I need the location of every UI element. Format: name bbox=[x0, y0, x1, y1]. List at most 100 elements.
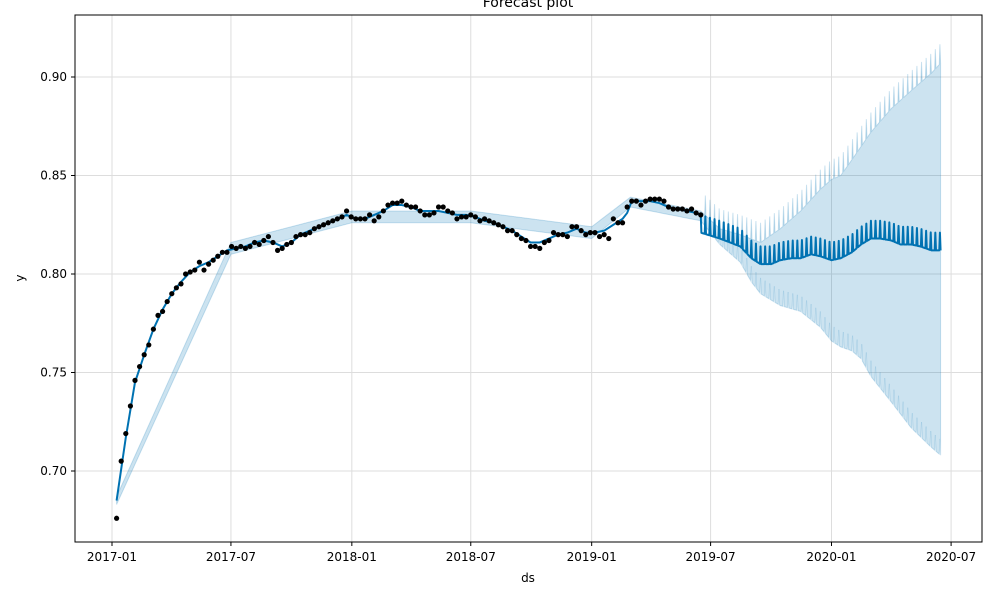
x-tick-label: 2017-01 bbox=[87, 550, 137, 564]
observed-point bbox=[279, 245, 285, 251]
observed-point bbox=[601, 232, 607, 238]
observed-point bbox=[270, 239, 276, 246]
observed-point bbox=[445, 208, 451, 214]
observed-point bbox=[196, 259, 202, 265]
fit-line bbox=[115, 200, 702, 501]
observed-point bbox=[477, 218, 483, 224]
observed-point bbox=[537, 245, 543, 251]
x-axis-label: ds bbox=[521, 571, 535, 585]
observed-point bbox=[146, 342, 152, 348]
observed-point bbox=[670, 206, 676, 212]
observed-point bbox=[297, 232, 304, 238]
observed-point bbox=[495, 222, 501, 228]
observed-point bbox=[389, 200, 396, 206]
observed-point bbox=[376, 214, 382, 220]
observed-point bbox=[159, 308, 166, 315]
observed-point bbox=[412, 204, 419, 210]
observed-point bbox=[169, 291, 175, 297]
uncertainty-band-area bbox=[116, 44, 942, 505]
observed-point bbox=[178, 281, 184, 287]
observed-point bbox=[228, 243, 235, 250]
observed-point bbox=[486, 218, 492, 224]
observed-point bbox=[353, 216, 359, 222]
observed-point bbox=[569, 224, 575, 230]
observed-point bbox=[265, 233, 271, 240]
observed-point bbox=[693, 210, 699, 216]
observed-point bbox=[661, 198, 667, 204]
observed-point bbox=[288, 239, 294, 246]
x-tick-label: 2019-07 bbox=[686, 550, 736, 564]
observed-point bbox=[675, 206, 681, 212]
observed-point bbox=[357, 216, 363, 222]
observed-point bbox=[440, 204, 446, 210]
observed-point bbox=[431, 210, 437, 216]
observed-point bbox=[182, 271, 189, 277]
observed-point bbox=[426, 212, 432, 218]
observed-point bbox=[583, 232, 589, 238]
observed-point bbox=[514, 232, 520, 238]
observed-point bbox=[307, 230, 313, 236]
observed-point bbox=[688, 206, 695, 212]
observed-point bbox=[454, 216, 460, 222]
observed-point bbox=[656, 196, 662, 202]
observed-point bbox=[155, 312, 161, 318]
observed-point bbox=[615, 220, 621, 226]
x-tick-label: 2019-01 bbox=[567, 550, 617, 564]
observed-point bbox=[385, 202, 391, 208]
observed-point bbox=[380, 208, 386, 214]
observed-point bbox=[638, 202, 644, 208]
chart-title: Forecast plot bbox=[483, 0, 574, 11]
observed-point bbox=[546, 237, 552, 244]
observed-point bbox=[560, 232, 566, 238]
observed-point bbox=[573, 224, 580, 230]
observed-point bbox=[330, 218, 336, 224]
forecast-projection-line bbox=[699, 214, 942, 266]
observed-point bbox=[261, 237, 267, 244]
observed-point bbox=[541, 239, 547, 246]
observed-point bbox=[679, 206, 685, 212]
x-tick-label: 2020-07 bbox=[926, 550, 976, 564]
observed-point bbox=[343, 208, 350, 214]
observed-point bbox=[619, 220, 626, 226]
observed-point bbox=[665, 204, 672, 210]
observed-point bbox=[366, 212, 373, 218]
y-axis-label: y bbox=[13, 274, 27, 281]
observed-point bbox=[251, 239, 258, 246]
observed-point bbox=[256, 241, 262, 248]
observed-point bbox=[348, 214, 354, 220]
y-tick-label: 0.90 bbox=[40, 70, 67, 84]
observed-point bbox=[684, 208, 690, 214]
observed-point bbox=[399, 198, 405, 204]
observed-point bbox=[339, 214, 345, 220]
observed-point bbox=[201, 267, 207, 273]
observed-point bbox=[422, 212, 428, 218]
uncertainty-band bbox=[116, 44, 942, 505]
observed-point bbox=[219, 249, 225, 255]
observed-point bbox=[468, 212, 474, 218]
y-tick-label: 0.85 bbox=[40, 169, 67, 183]
observed-point bbox=[205, 261, 212, 267]
observed-point bbox=[362, 216, 368, 222]
observed-point bbox=[523, 237, 529, 244]
observed-point bbox=[647, 196, 653, 202]
observed-point bbox=[463, 214, 469, 220]
observed-point bbox=[624, 204, 630, 210]
observed-point bbox=[472, 214, 478, 220]
observed-point bbox=[113, 515, 120, 521]
observed-point bbox=[403, 202, 409, 208]
observed-point bbox=[136, 363, 143, 370]
observed-point bbox=[150, 326, 156, 332]
observed-point bbox=[633, 198, 639, 204]
observed-point bbox=[642, 198, 649, 204]
observed-point bbox=[449, 210, 455, 216]
x-tick-label: 2020-01 bbox=[806, 550, 856, 564]
observed-point bbox=[500, 224, 506, 230]
observed-point bbox=[564, 233, 570, 240]
observed-point bbox=[417, 208, 423, 214]
observed-point bbox=[247, 243, 253, 250]
observed-point bbox=[394, 200, 400, 206]
x-tick-label: 2018-07 bbox=[446, 550, 496, 564]
observed-point bbox=[610, 216, 616, 222]
observed-point bbox=[587, 230, 593, 236]
observed-point bbox=[325, 220, 331, 226]
